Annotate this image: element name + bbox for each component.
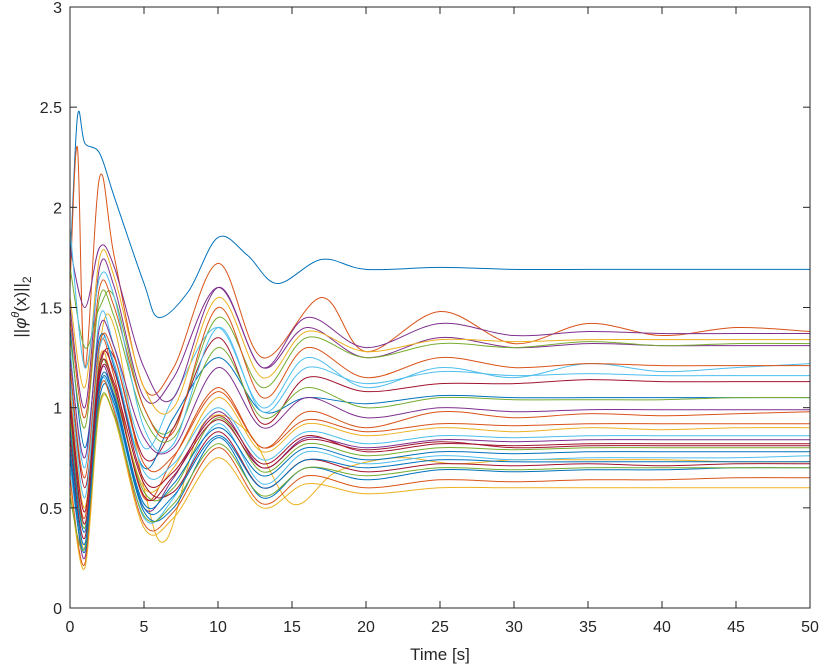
x-axis-ticks: 0 5 10 15 20 25 30 35 40 45 50: [66, 7, 819, 636]
y-label-theta: θ: [10, 312, 22, 318]
series-line-2: [69, 146, 811, 396]
series-line-6: [69, 310, 811, 469]
x-tick-label: 0: [66, 619, 75, 636]
y-label-norm-open: ||: [11, 329, 30, 338]
series-line-21: [69, 350, 810, 513]
y-axis-label: ||φθ(x)||2: [10, 276, 34, 338]
series-line-25: [69, 244, 810, 403]
y-label-arg: (x)||: [11, 283, 30, 312]
x-tick-label: 30: [505, 619, 523, 636]
x-tick-label: 50: [801, 619, 819, 636]
series-line-30: [69, 332, 810, 479]
series-line-19: [69, 289, 811, 443]
series-line-22: [69, 371, 810, 533]
x-tick-label: 35: [579, 619, 597, 636]
y-tick-label: 2: [53, 200, 62, 217]
y-axis-ticks: 0 0.5 1 1.5 2 2.5 3: [40, 0, 810, 618]
series-line-15: [69, 383, 811, 553]
x-axis-label: Time [s]: [410, 645, 470, 664]
series-line-12: [69, 358, 810, 529]
series-line-17: [69, 394, 810, 570]
series-line-1: [69, 110, 810, 319]
series-line-10: [69, 350, 811, 509]
series-line-27: [69, 227, 810, 453]
y-tick-label: 3: [53, 0, 62, 17]
series-line-29: [69, 375, 810, 545]
y-label-subscript: 2: [20, 276, 34, 283]
x-tick-label: 25: [431, 619, 449, 636]
series-line-28: [69, 363, 810, 525]
series-line-26: [69, 392, 810, 552]
x-tick-label: 40: [653, 619, 671, 636]
y-tick-label: 0.5: [40, 501, 62, 518]
x-tick-label: 10: [209, 619, 227, 636]
series-line-23: [69, 279, 810, 439]
plot-background: [70, 7, 810, 608]
series-line-16: [69, 380, 811, 566]
y-tick-label: 1.5: [40, 301, 62, 318]
x-tick-label: 20: [357, 619, 375, 636]
x-tick-label: 45: [727, 619, 745, 636]
series-line-18: [69, 319, 810, 459]
series-line-24: [69, 249, 810, 415]
x-tick-label: 15: [283, 619, 301, 636]
x-tick-label: 5: [140, 619, 149, 636]
y-tick-label: 1: [53, 401, 62, 418]
series-line-20: [69, 336, 810, 499]
y-tick-label: 0: [53, 601, 62, 618]
y-tick-label: 2.5: [40, 100, 62, 117]
series-group: [69, 110, 811, 570]
y-label-phi: φ: [11, 318, 30, 329]
